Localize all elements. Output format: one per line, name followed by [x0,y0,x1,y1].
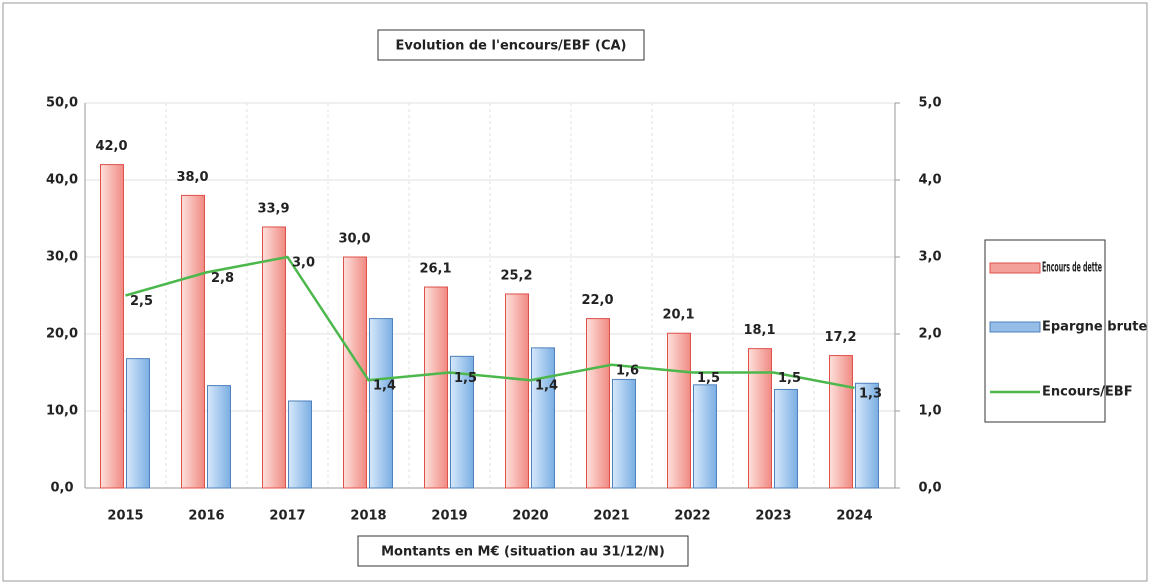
y2-tick-label: 0,0 [918,481,941,496]
y-tick-label: 20,0 [46,327,78,342]
data-label: 30,0 [338,232,370,247]
x-tick-label: 2022 [674,509,710,524]
data-label: 25,2 [500,268,532,283]
x-axis-label: Montants en M€ (situation au 31/12/N) [381,545,665,560]
bar [126,358,150,489]
bar [693,384,717,489]
bar [288,400,312,489]
legend-swatch [989,321,1041,333]
x-tick-label: 2016 [188,509,224,524]
chart-title: Evolution de l'encours/EBF (CA) [395,39,626,54]
legend-label: Encours/EBF [1042,385,1133,400]
bar [450,355,474,489]
data-label: 17,2 [824,330,856,345]
y-tick-label: 0,0 [50,481,73,496]
x-tick-label: 2020 [512,509,548,524]
x-tick-label: 2024 [836,509,872,524]
bar [100,164,124,489]
legend-label: Epargne brute [1042,320,1147,335]
y2-tick-label: 1,0 [918,404,941,419]
y2-tick-label: 3,0 [918,250,941,265]
bar [586,318,610,489]
bar [531,347,555,489]
legend-swatch [989,262,1041,274]
data-label: 1,5 [697,371,720,386]
data-label: 1,4 [373,379,396,394]
bar [829,355,853,489]
bar [774,388,798,489]
line [125,255,855,390]
bar [748,348,772,489]
data-label: 33,9 [257,201,289,216]
data-label: 3,0 [292,256,315,271]
x-tick-label: 2015 [107,509,143,524]
bar [505,293,529,489]
x-tick-label: 2017 [269,509,305,524]
data-label: 1,3 [859,386,882,401]
data-label: 22,0 [581,293,613,308]
data-label: 1,6 [616,363,639,378]
data-label: 1,4 [535,379,558,394]
bar [667,332,691,489]
y-tick-label: 50,0 [46,96,78,111]
bar [262,226,286,489]
legend-label: Encours de dette [1042,261,1102,276]
data-label: 38,0 [176,170,208,185]
x-tick-label: 2018 [350,509,386,524]
bar [424,286,448,489]
data-label: 18,1 [743,323,775,338]
data-label: 26,1 [419,262,451,277]
xlabel-box [357,535,689,567]
y-tick-label: 10,0 [46,404,78,419]
y-tick-label: 30,0 [46,250,78,265]
bar [612,378,636,489]
bar [855,382,879,489]
title-box [377,29,645,61]
data-label: 1,5 [454,371,477,386]
y-tick-label: 40,0 [46,173,78,188]
data-label: 20,1 [662,308,694,323]
x-tick-label: 2021 [593,509,629,524]
data-label: 42,0 [95,139,127,154]
bar [207,385,231,489]
y2-tick-label: 4,0 [918,173,941,188]
y2-tick-label: 2,0 [918,327,941,342]
bar [369,318,393,489]
x-tick-label: 2019 [431,509,467,524]
y2-tick-label: 5,0 [918,96,941,111]
data-label: 2,5 [130,294,153,309]
data-label: 1,5 [778,371,801,386]
bar [181,194,205,489]
data-label: 2,8 [211,271,234,286]
x-tick-label: 2023 [755,509,791,524]
bar [343,256,367,489]
